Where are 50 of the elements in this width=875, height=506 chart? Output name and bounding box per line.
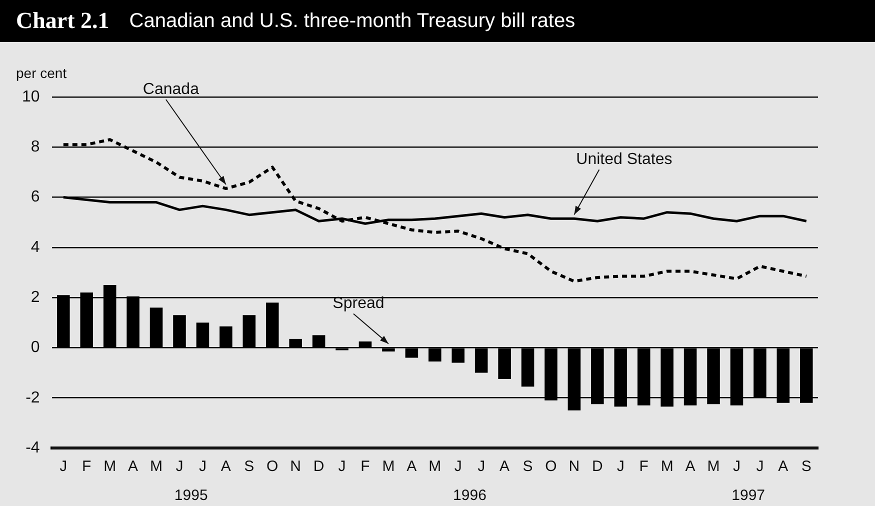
y-tick-label: 2 <box>30 288 40 306</box>
text: 1997 <box>732 487 766 504</box>
x-tick-label: S <box>522 458 533 476</box>
x-tick-label: J <box>454 458 462 476</box>
x-tick-label: M <box>150 458 163 476</box>
x-tick-label: A <box>406 458 417 476</box>
x-tick-label: A <box>685 458 696 476</box>
x-tick-label: S <box>801 458 812 476</box>
x-tick-label: A <box>128 458 138 476</box>
x-tick-label: J <box>60 458 68 476</box>
x-tick-label: A <box>500 458 510 476</box>
x-tick-label: J <box>616 458 624 476</box>
text: Canada <box>142 80 200 98</box>
y-axis-title: per cent <box>16 65 67 81</box>
text: 1996 <box>453 487 486 504</box>
x-tick-label: M <box>660 458 674 476</box>
y-tick-label: 6 <box>30 188 40 206</box>
x-tick-label: J <box>176 458 184 476</box>
x-tick-label: M <box>382 458 395 476</box>
x-tick-label: A <box>778 458 788 476</box>
series-label: Spread <box>332 295 384 312</box>
x-tick-label: M <box>104 458 116 476</box>
y-tick-label: 10 <box>22 88 40 106</box>
x-tick-label: N <box>568 458 580 476</box>
y-tick-label: -4 <box>26 439 40 456</box>
chart-title: Chart 2.1 <box>16 8 110 34</box>
x-tick-label: O <box>266 458 278 476</box>
x-tick-label: O <box>545 458 557 476</box>
x-tick-label: M <box>428 458 442 476</box>
x-tick-label: D <box>592 458 604 476</box>
x-tick-label: F <box>639 458 648 476</box>
x-tick-label: N <box>290 458 302 476</box>
x-tick-label: A <box>220 458 231 476</box>
y-tick-label: -2 <box>26 389 40 406</box>
x-tick-label: J <box>338 458 346 476</box>
x-tick-label: J <box>478 458 486 476</box>
text: 1995 <box>174 487 208 504</box>
x-tick-label: J <box>756 458 764 476</box>
x-tick-label: D <box>313 458 324 476</box>
x-tick-label: S <box>244 458 254 476</box>
y-tick-label: 8 <box>30 138 40 156</box>
x-tick-label: J <box>732 458 740 476</box>
text: United States <box>576 151 672 168</box>
y-tick-label: 0 <box>30 339 40 356</box>
x-tick-label: F <box>360 458 370 476</box>
chart-subtitle: Canadian and U.S. three-month Treasury bill rates <box>129 10 576 32</box>
x-tick-label: M <box>707 458 720 476</box>
x-tick-label: F <box>82 458 92 476</box>
x-tick-label: J <box>198 458 206 476</box>
y-tick-label: 4 <box>30 238 40 256</box>
